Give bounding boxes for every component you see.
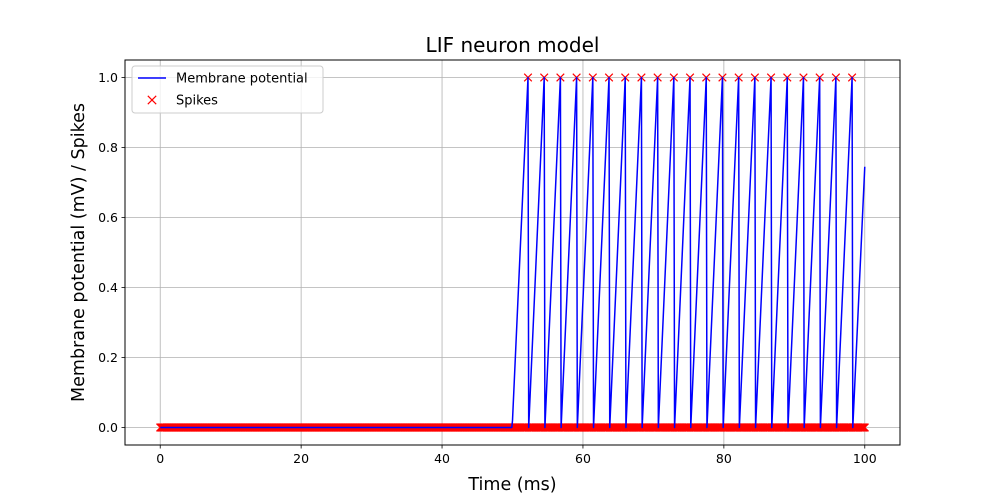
legend-box bbox=[131, 65, 324, 114]
legend-x-marker bbox=[147, 95, 157, 105]
x-axis-label: Time (ms) bbox=[467, 475, 556, 495]
membrane-potential-series bbox=[160, 76, 866, 429]
x-tick-label: 20 bbox=[293, 451, 309, 466]
spikes-series bbox=[156, 73, 869, 432]
y-tick-label: 1.0 bbox=[98, 70, 118, 85]
axes-frame bbox=[124, 59, 901, 446]
y-tick-label: 0.0 bbox=[98, 420, 118, 435]
axis-ticks: 0 20 40 60 80 100 0.0 0.2 0.4 0.6 0.8 1.0 bbox=[98, 70, 877, 466]
y-tick-label: 0.2 bbox=[98, 350, 118, 365]
membrane-potential-line bbox=[160, 76, 866, 429]
y-tick-label: 0.8 bbox=[98, 140, 118, 155]
y-tick-label: 0.6 bbox=[98, 210, 118, 225]
x-tick-label: 100 bbox=[853, 451, 877, 466]
x-tick-label: 0 bbox=[156, 451, 164, 466]
x-tick-label: 80 bbox=[716, 451, 732, 466]
legend: Membrane potential Spikes bbox=[131, 65, 324, 114]
x-tick-label: 40 bbox=[434, 451, 450, 466]
y-axis-label: Membrane potential (mV) / Spikes bbox=[69, 103, 89, 402]
x-tick-label: 60 bbox=[575, 451, 591, 466]
legend-label-spikes: Spikes bbox=[176, 94, 218, 109]
legend-label-membrane-potential: Membrane potential bbox=[176, 72, 308, 87]
legend-marker-swatch bbox=[147, 95, 157, 105]
spike-marker-baseline bbox=[860, 423, 869, 432]
chart-title: LIF neuron model bbox=[426, 33, 600, 57]
y-tick-label: 0.4 bbox=[98, 280, 118, 295]
